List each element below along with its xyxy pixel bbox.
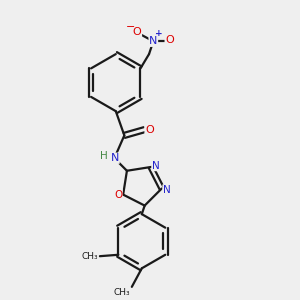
Text: N: N: [163, 185, 171, 195]
Text: N: N: [152, 160, 160, 171]
Text: N: N: [149, 36, 158, 46]
Text: CH₃: CH₃: [114, 288, 130, 297]
Text: O: O: [165, 35, 174, 45]
Text: +: +: [155, 29, 163, 38]
Text: −: −: [126, 22, 135, 32]
Text: O: O: [133, 27, 141, 37]
Text: N: N: [111, 153, 119, 163]
Text: O: O: [114, 190, 122, 200]
Text: H: H: [100, 151, 107, 161]
Text: CH₃: CH₃: [82, 252, 98, 261]
Text: O: O: [145, 125, 154, 135]
